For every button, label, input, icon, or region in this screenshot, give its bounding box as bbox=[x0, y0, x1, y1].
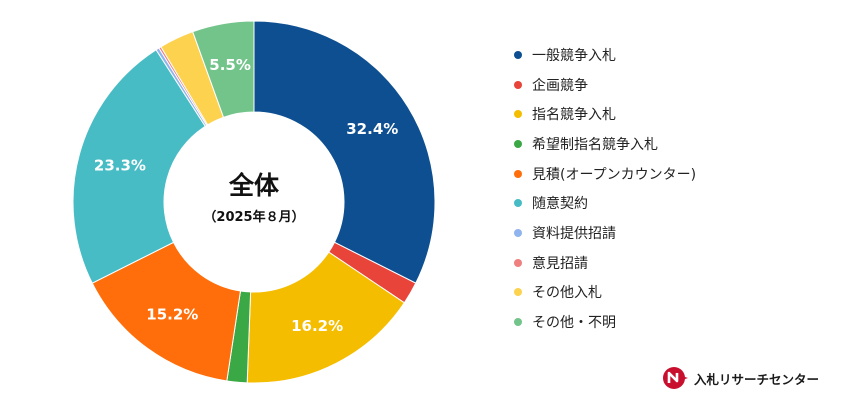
chart-title: 全体 bbox=[228, 171, 280, 200]
legend-label: その他入札 bbox=[532, 285, 602, 302]
legend-item: 指名競争入札 bbox=[514, 99, 696, 129]
legend-label: 一般競争入札 bbox=[532, 47, 616, 64]
legend-item: 意見招請 bbox=[514, 248, 696, 278]
n-arrow-logo-icon bbox=[663, 367, 688, 389]
legend-item: その他・不明 bbox=[514, 307, 696, 337]
slice-label-9: 5.5% bbox=[209, 56, 251, 74]
legend-label: 見積(オープンカウンター) bbox=[532, 166, 697, 183]
legend-swatch bbox=[514, 199, 522, 208]
chart-legend: 一般競争入札 企画競争指名競争入札希望制指名競争入札見積(オープンカウンター) 随意… bbox=[514, 40, 696, 337]
legend-swatch bbox=[514, 110, 522, 119]
legend-swatch bbox=[514, 228, 522, 237]
slice-label-2: 16.2% bbox=[291, 317, 343, 335]
legend-item: 随意契約 bbox=[514, 188, 696, 218]
slice-label-5: 23.3% bbox=[94, 156, 146, 174]
legend-item: 一般競争入札 bbox=[514, 40, 696, 70]
slice-5 bbox=[72, 49, 206, 284]
legend-item: 資料提供招請 bbox=[514, 218, 696, 248]
legend-swatch bbox=[514, 169, 522, 178]
slice-2 bbox=[246, 251, 406, 384]
legend-swatch bbox=[514, 80, 522, 89]
legend-item: 企画競争 bbox=[514, 70, 696, 100]
legend-swatch bbox=[514, 50, 522, 59]
slice-0 bbox=[253, 20, 436, 284]
brand: 入札リサーチセンター bbox=[662, 366, 819, 390]
legend-item: 見積(オープンカウンター) bbox=[514, 159, 696, 189]
slice-label-4: 15.2% bbox=[146, 305, 198, 323]
chart-subtitle: （2025年８月） bbox=[203, 209, 304, 225]
donut-labels: 32.4% 16.2% 15.2% 23.3% 5.5% bbox=[94, 56, 398, 335]
legend-label: 指名競争入札 bbox=[532, 107, 616, 124]
legend-label: 企画競争 bbox=[532, 77, 588, 94]
legend-item: 希望制指名競争入札 bbox=[514, 129, 696, 159]
legend-item: その他入札 bbox=[514, 278, 696, 308]
slice-4 bbox=[91, 241, 242, 382]
legend-swatch bbox=[514, 318, 522, 327]
donut-slices bbox=[72, 20, 436, 384]
legend-label: 資料提供招請 bbox=[532, 225, 616, 242]
slice-label-0: 32.4% bbox=[346, 120, 398, 138]
legend-label: 意見招請 bbox=[532, 255, 588, 272]
legend-label: 随意契約 bbox=[532, 196, 588, 213]
legend-label: その他・不明 bbox=[532, 315, 616, 332]
brand-name: 入札リサーチセンター bbox=[694, 371, 820, 387]
legend-label: 希望制指名競争入札 bbox=[532, 136, 658, 153]
slice-9 bbox=[192, 20, 255, 118]
legend-swatch bbox=[514, 288, 522, 297]
legend-swatch bbox=[514, 258, 522, 267]
legend-swatch bbox=[514, 139, 522, 148]
